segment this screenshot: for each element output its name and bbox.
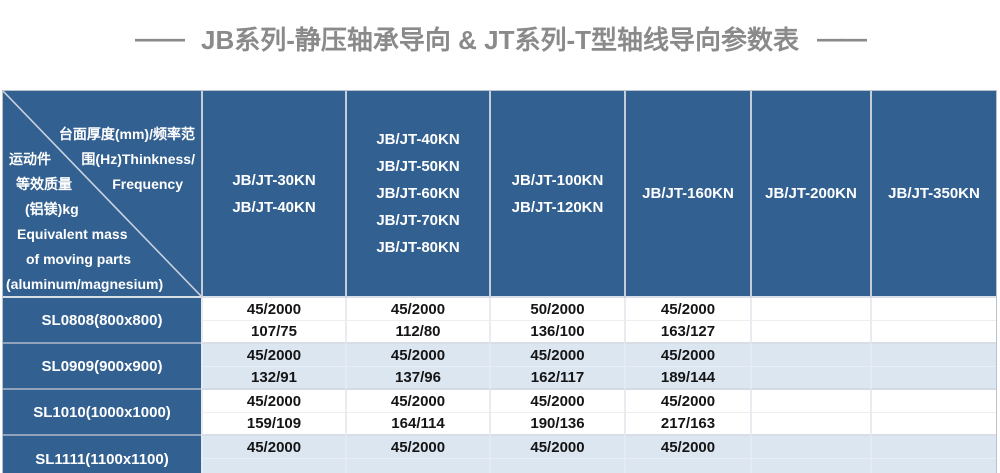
cell-sl0808-bottom-c4: 163/127 [624, 321, 750, 344]
header-cell-jbjt-160kn: JB/JT-160KN [624, 91, 750, 298]
cell-sl1010-bottom-c4: 217/163 [624, 413, 750, 436]
cell-sl1010-bottom-c2: 164/114 [345, 413, 489, 436]
cell-sl0808-top-c4: 45/2000 [624, 298, 750, 321]
cell-sl1111-bottom-c6 [870, 459, 996, 473]
header-cell-jbjt-200kn: JB/JT-200KN [750, 91, 870, 298]
cell-sl1010-top-c5 [750, 390, 870, 413]
row-label-sl1010: SL1010(1000x1000) [3, 390, 201, 436]
cell-sl0808-top-c1: 45/2000 [201, 298, 345, 321]
cell-sl1111-top-c3: 45/2000 [489, 436, 624, 459]
cell-sl1010-bottom-c3: 190/136 [489, 413, 624, 436]
cell-sl1111-top-c2: 45/2000 [345, 436, 489, 459]
corner-thickness-line-2: 围(Hz)Thinkness/ [81, 151, 195, 167]
cell-sl0808-bottom-c2: 112/80 [345, 321, 489, 344]
diagonal-divider-line [3, 91, 201, 296]
header-cell-jbjt-40-80kn: JB/JT-40KN JB/JT-50KN JB/JT-60KN JB/JT-7… [345, 91, 489, 298]
cell-sl0808-bottom-c3: 136/100 [489, 321, 624, 344]
cell-sl0909-top-c1: 45/2000 [201, 344, 345, 367]
cell-sl0909-bottom-c3: 162/117 [489, 367, 624, 390]
cell-sl0909-bottom-c1: 132/91 [201, 367, 345, 390]
header-cell-jbjt-30-40kn: JB/JT-30KN JB/JT-40KN [201, 91, 345, 298]
corner-mass-line-6: (aluminum/magnesium) [6, 276, 164, 292]
header-cell-jbjt-350kn: JB/JT-350KN [870, 91, 996, 298]
cell-sl1010-top-c3: 45/2000 [489, 390, 624, 413]
cell-sl1111-top-c6 [870, 436, 996, 459]
cell-sl1111-bottom-c3 [489, 459, 624, 473]
cell-sl0909-top-c3: 45/2000 [489, 344, 624, 367]
cell-sl1111-bottom-c5 [750, 459, 870, 473]
title-right-dash: —— [817, 23, 867, 53]
cell-sl1010-bottom-c1: 159/109 [201, 413, 345, 436]
corner-mass-line-2: 等效质量 [16, 176, 72, 192]
cell-sl1010-top-c1: 45/2000 [201, 390, 345, 413]
row-label-sl0909: SL0909(900x900) [3, 344, 201, 390]
cell-sl1010-bottom-c5 [750, 413, 870, 436]
corner-mass-line-1: 运动件 [9, 151, 51, 167]
corner-mass-line-4: Equivalent mass [17, 226, 128, 242]
cell-sl0909-bottom-c2: 137/96 [345, 367, 489, 390]
corner-thickness-line-1: 台面厚度(mm)/频率范 [58, 126, 195, 142]
cell-sl1111-bottom-c1 [201, 459, 345, 473]
cell-sl1010-top-c2: 45/2000 [345, 390, 489, 413]
cell-sl0909-bottom-c6 [870, 367, 996, 390]
corner-header-cell: 台面厚度(mm)/频率范 围(Hz)Thinkness/ Frequency 运… [3, 91, 201, 298]
cell-sl1111-top-c5 [750, 436, 870, 459]
cell-sl0909-top-c4: 45/2000 [624, 344, 750, 367]
row-label-sl1111: SL1111(1100x1100) [3, 436, 201, 473]
cell-sl0808-bottom-c6 [870, 321, 996, 344]
cell-sl1010-top-c6 [870, 390, 996, 413]
cell-sl0909-top-c5 [750, 344, 870, 367]
parameters-table: 台面厚度(mm)/频率范 围(Hz)Thinkness/ Frequency 运… [2, 90, 997, 473]
title-left-dash: —— [134, 23, 185, 53]
cell-sl0808-top-c3: 50/2000 [489, 298, 624, 321]
cell-sl1111-top-c1: 45/2000 [201, 436, 345, 459]
cell-sl0909-bottom-c5 [750, 367, 870, 390]
cell-sl0909-bottom-c4: 189/144 [624, 367, 750, 390]
cell-sl0808-bottom-c5 [750, 321, 870, 344]
cell-sl0808-top-c2: 45/2000 [345, 298, 489, 321]
cell-sl0808-top-c5 [750, 298, 870, 321]
corner-thickness-line-3: Frequency [112, 176, 183, 192]
title-text: JB系列-静压轴承导向 & JT系列-T型轴线导向参数表 [200, 25, 799, 55]
cell-sl1010-bottom-c6 [870, 413, 996, 436]
cell-sl0909-top-c6 [870, 344, 996, 367]
header-cell-jbjt-100-120kn: JB/JT-100KN JB/JT-120KN [489, 91, 624, 298]
cell-sl1111-bottom-c4 [624, 459, 750, 473]
cell-sl0909-top-c2: 45/2000 [345, 344, 489, 367]
corner-mass-line-3: (铝镁)kg [25, 201, 79, 217]
corner-mass-line-5: of moving parts [26, 251, 132, 267]
cell-sl1010-top-c4: 45/2000 [624, 390, 750, 413]
page-title: —— JB系列-静压轴承导向 & JT系列-T型轴线导向参数表 —— [0, 20, 1000, 57]
cell-sl1111-top-c4: 45/2000 [624, 436, 750, 459]
cell-sl0808-top-c6 [870, 298, 996, 321]
row-label-sl0808: SL0808(800x800) [3, 298, 201, 344]
cell-sl1111-bottom-c2 [345, 459, 489, 473]
cell-sl0808-bottom-c1: 107/75 [201, 321, 345, 344]
